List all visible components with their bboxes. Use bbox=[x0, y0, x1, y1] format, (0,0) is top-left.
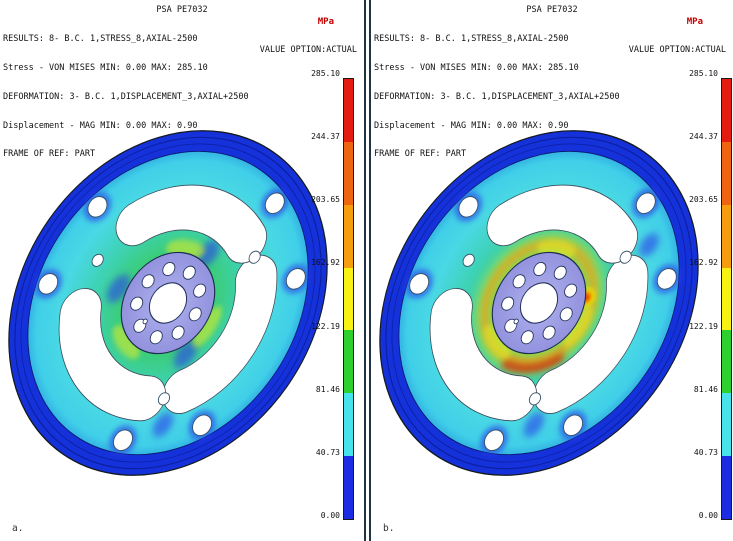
hub-flange bbox=[120, 251, 216, 355]
plot-title: PSA PE7032 bbox=[526, 5, 578, 15]
center-bore bbox=[519, 282, 559, 324]
deformation-line: DEFORMATION: 3- B.C. 1,DISPLACEMENT_3,AX… bbox=[3, 91, 249, 102]
colorbar-tick-label: 162.92 bbox=[311, 258, 340, 268]
colorbar-tick-label: 81.46 bbox=[315, 384, 340, 394]
colorbar-tick-label: 122.19 bbox=[311, 321, 340, 331]
figure-label: b. bbox=[383, 523, 395, 534]
frame-ref-line: FRAME OF REF: PART bbox=[3, 149, 96, 160]
displacement-line: Displacement - MAG MIN: 0.00 MAX: 0.90 bbox=[3, 120, 198, 131]
colorbar-tick-label: 244.37 bbox=[689, 132, 718, 142]
colorbar-tick-label: 0.00 bbox=[320, 511, 340, 520]
results-line: RESULTS: 8- B.C. 1,STRESS_8,AXIAL-2500 bbox=[374, 34, 569, 45]
colorbar-band bbox=[344, 141, 353, 205]
stress-line: Stress - VON MISES MIN: 0.00 MAX: 285.10 bbox=[374, 62, 579, 73]
kidney-cutouts bbox=[58, 184, 278, 422]
colorbar bbox=[721, 78, 732, 520]
colorbar-tick-label: 0.00 bbox=[698, 511, 718, 520]
panel-b: PSA PE7032 RESULTS: 8- B.C. 1,STRESS_8,A… bbox=[369, 0, 733, 541]
value-option-label: VALUE OPTION:ACTUAL bbox=[628, 45, 726, 55]
results-line: RESULTS: 8- B.C. 1,STRESS_8,AXIAL-2500 bbox=[3, 34, 198, 45]
displacement-line: Displacement - MAG MIN: 0.00 MAX: 0.90 bbox=[374, 120, 569, 131]
kidney-cutouts bbox=[429, 184, 649, 422]
mid-stress-patches bbox=[483, 239, 593, 360]
header-block: RESULTS: 8- B.C. 1,STRESS_8,AXIAL-2500 S… bbox=[3, 16, 249, 179]
colorbar-tick-label: 203.65 bbox=[311, 195, 340, 205]
unit-label: MPa bbox=[317, 17, 334, 27]
colorbar-band bbox=[722, 79, 731, 142]
colorbar-tick-label: 285.10 bbox=[311, 69, 340, 78]
header-block: RESULTS: 8- B.C. 1,STRESS_8,AXIAL-2500 S… bbox=[374, 16, 620, 179]
colorbar-band bbox=[344, 267, 353, 331]
colorbar-band bbox=[722, 141, 731, 205]
colorbar-tick-label: 81.46 bbox=[693, 384, 718, 394]
colorbar-tick-label: 122.19 bbox=[689, 321, 718, 331]
colorbar-band bbox=[722, 330, 731, 394]
deformation-line: DEFORMATION: 3- B.C. 1,DISPLACEMENT_3,AX… bbox=[374, 91, 620, 102]
bolt-pattern-holes bbox=[38, 192, 306, 451]
colorbar-band bbox=[344, 393, 353, 457]
colorbar-band bbox=[344, 204, 353, 268]
colorbar-tick-label: 162.92 bbox=[689, 258, 718, 268]
flexplate-stress-plot-a bbox=[8, 130, 328, 476]
colorbar-band bbox=[722, 204, 731, 268]
colorbar bbox=[343, 78, 354, 520]
colorbar-band bbox=[344, 456, 353, 520]
colorbar-tick-label: 40.73 bbox=[315, 447, 340, 457]
bolt-pattern-holes bbox=[409, 192, 677, 451]
value-option-label: VALUE OPTION:ACTUAL bbox=[259, 45, 357, 55]
colorbar-band bbox=[344, 79, 353, 142]
colorbar-band bbox=[722, 393, 731, 457]
colorbar-tick-label: 285.10 bbox=[689, 69, 718, 78]
hub-flange bbox=[491, 251, 587, 355]
unit-label: MPa bbox=[686, 17, 703, 27]
plot-title: PSA PE7032 bbox=[156, 5, 208, 15]
colorbar-tick-label: 40.73 bbox=[693, 447, 718, 457]
frame-ref-line: FRAME OF REF: PART bbox=[374, 149, 467, 160]
flexplate-stress-plot-b bbox=[379, 130, 699, 476]
stress-line: Stress - VON MISES MIN: 0.00 MAX: 285.10 bbox=[3, 62, 208, 73]
colorbar-tick-label: 244.37 bbox=[311, 132, 340, 142]
colorbar-band bbox=[722, 267, 731, 331]
figure-label: a. bbox=[12, 523, 24, 534]
panel-a: PSA PE7032 RESULTS: 8- B.C. 1,STRESS_8,A… bbox=[0, 0, 366, 541]
center-bore bbox=[148, 282, 188, 324]
colorbar-tick-label: 203.65 bbox=[689, 195, 718, 205]
colorbar-band bbox=[722, 456, 731, 520]
colorbar-band bbox=[344, 330, 353, 394]
